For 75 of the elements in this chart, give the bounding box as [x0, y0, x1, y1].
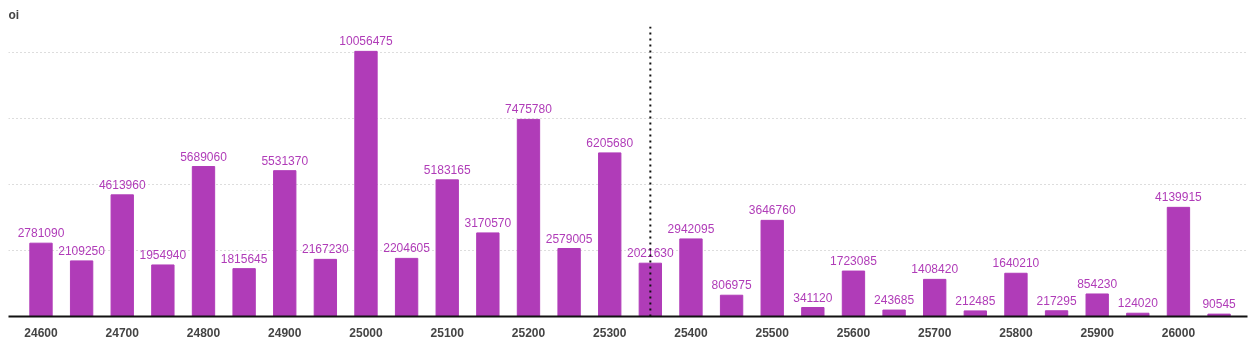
- bar: [313, 258, 338, 317]
- data-label: 2942095: [667, 221, 715, 236]
- bar: [638, 262, 663, 317]
- bar: [719, 294, 744, 317]
- data-label: 1954940: [139, 247, 187, 262]
- bar: [1085, 293, 1109, 317]
- data-label: 1723085: [830, 254, 878, 269]
- bar: [679, 238, 703, 317]
- data-label: 1815645: [220, 251, 268, 266]
- bar: [1004, 272, 1028, 317]
- x-tick-label: 25800: [999, 325, 1033, 339]
- data-label: 1408420: [911, 262, 959, 277]
- data-label: 6205680: [586, 135, 634, 150]
- data-label: 5689060: [180, 149, 228, 164]
- bar: [394, 257, 419, 317]
- bar: [841, 270, 866, 317]
- bar: [232, 268, 256, 317]
- bar: [516, 118, 541, 317]
- bar: [476, 232, 500, 317]
- x-tick-label: 25300: [593, 325, 627, 339]
- bar: [923, 278, 947, 317]
- bar: [29, 242, 53, 317]
- data-label: 243685: [874, 293, 915, 308]
- data-label: 1640210: [992, 256, 1040, 271]
- bar: [273, 170, 297, 317]
- data-label: 3646760: [748, 203, 796, 218]
- bar: [191, 166, 216, 317]
- bar: [1044, 310, 1069, 317]
- data-label: 806975: [711, 278, 752, 293]
- data-label: 3170570: [464, 215, 512, 230]
- x-tick-label: 25700: [918, 325, 952, 339]
- data-label: 4139915: [1155, 190, 1203, 205]
- data-label: 212485: [955, 293, 996, 308]
- bar: [760, 219, 784, 317]
- bar: [1166, 206, 1191, 317]
- data-label: 2781090: [17, 226, 65, 241]
- data-label: 217295: [1036, 293, 1077, 308]
- data-label: 2204605: [383, 241, 431, 256]
- data-label: 2109250: [58, 243, 106, 258]
- bar: [69, 260, 94, 317]
- bar: [110, 194, 134, 317]
- data-label: 4613960: [98, 177, 146, 192]
- x-tick-label: 25400: [674, 325, 708, 339]
- bar: [557, 248, 581, 317]
- x-tick-label: 24700: [105, 325, 140, 339]
- data-label: 2579005: [545, 231, 593, 246]
- bar: [354, 50, 378, 317]
- data-label: 124020: [1117, 296, 1159, 311]
- data-label: 5531370: [261, 153, 309, 168]
- y-axis-title: oi: [8, 7, 20, 22]
- x-tick-label: 25100: [430, 325, 465, 339]
- x-tick-label: 24900: [268, 325, 302, 339]
- bar: [801, 307, 825, 317]
- data-label: 7475780: [505, 102, 553, 117]
- bar: [963, 310, 987, 317]
- bar: [882, 309, 906, 317]
- bar: [435, 179, 459, 317]
- x-tick-label: 25900: [1080, 325, 1115, 339]
- bar: [1207, 313, 1231, 317]
- bar: [151, 264, 175, 317]
- data-label: 90545: [1202, 297, 1237, 312]
- data-label: 5183165: [423, 162, 471, 177]
- data-label: 10056475: [339, 34, 393, 49]
- x-tick-label: 25200: [511, 325, 546, 339]
- x-tick-label: 26000: [1161, 325, 1196, 339]
- data-label: 2167230: [302, 242, 350, 257]
- data-label: 341120: [793, 290, 833, 305]
- x-tick-label: 25500: [755, 325, 790, 339]
- data-label: 2021630: [626, 246, 675, 261]
- bar: [598, 152, 622, 317]
- x-tick-label: 24800: [186, 325, 221, 339]
- x-tick-label: 25600: [836, 325, 871, 339]
- x-tick-label: 25000: [349, 325, 383, 339]
- data-label: 854230: [1077, 276, 1118, 291]
- x-tick-label: 24600: [24, 325, 59, 339]
